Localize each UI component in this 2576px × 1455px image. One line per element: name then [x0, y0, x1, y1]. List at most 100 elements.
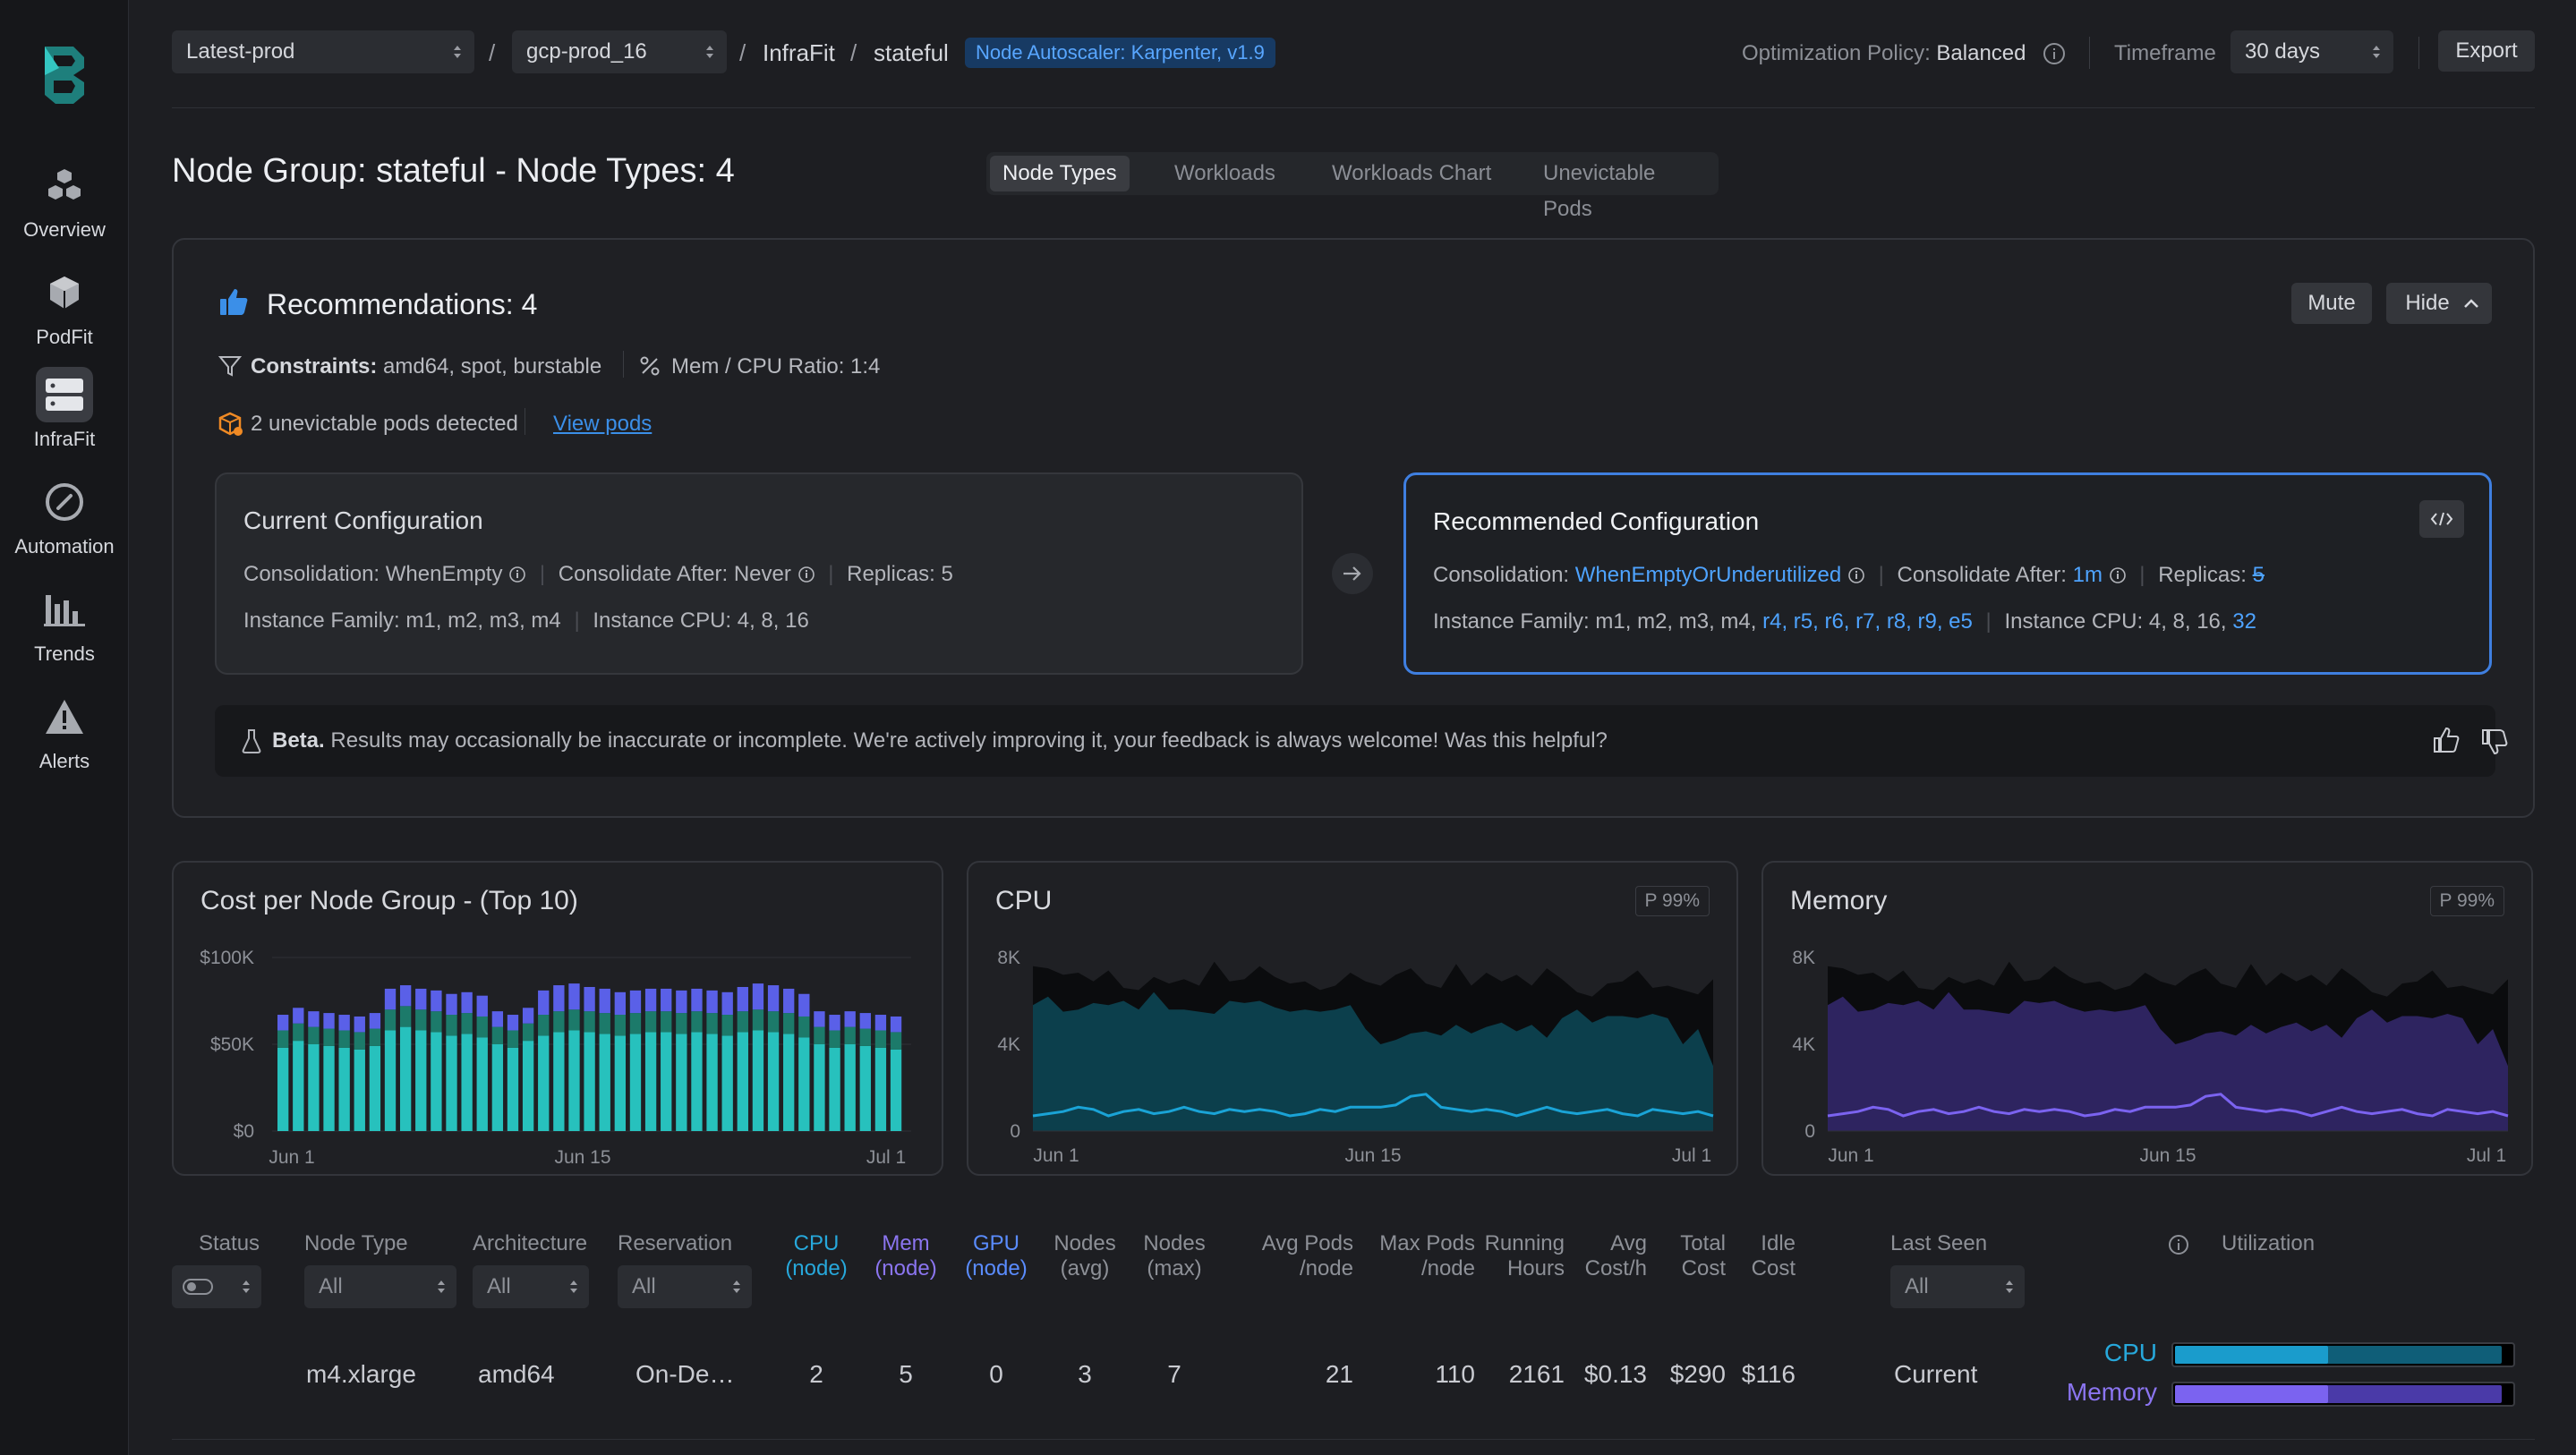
- bar: [399, 1006, 412, 1027]
- col-last-seen[interactable]: Last Seen: [1890, 1231, 1988, 1255]
- bar: [814, 1044, 825, 1131]
- bar: [308, 1044, 320, 1131]
- bar: [507, 1047, 519, 1131]
- col-nodes-max[interactable]: Nodes (max): [1143, 1231, 1206, 1281]
- export-button[interactable]: Export: [2438, 30, 2535, 72]
- col-avg-cost[interactable]: Avg Cost/h: [1584, 1231, 1647, 1281]
- x-tick-label: Jun 1: [269, 1147, 314, 1168]
- bar: [676, 1013, 687, 1034]
- col-total-cost[interactable]: Total Cost: [1680, 1231, 1726, 1281]
- view-tabs: Node Types Workloads Workloads Chart Une…: [986, 152, 1719, 221]
- sidebar-item-podfit[interactable]: PodFit: [0, 265, 129, 363]
- sidebar-item-automation[interactable]: Automation: [0, 474, 129, 573]
- col-cpu-node[interactable]: CPU (node): [785, 1231, 848, 1281]
- bar: [553, 1032, 565, 1131]
- reservation-filter[interactable]: All: [618, 1265, 752, 1308]
- bar: [721, 1015, 733, 1036]
- percentile-badge[interactable]: P 99%: [1634, 886, 1710, 916]
- bar: [644, 988, 657, 1012]
- y-tick-label: $100K: [200, 948, 254, 968]
- y-tick-label: 4K: [997, 1034, 1020, 1055]
- info-icon[interactable]: [798, 566, 815, 583]
- percentile-badge[interactable]: P 99%: [2429, 886, 2504, 916]
- sidebar-item-label: Overview: [23, 218, 106, 241]
- col-gpu-node[interactable]: GPU (node): [965, 1231, 1028, 1281]
- node-type-filter[interactable]: All: [304, 1265, 456, 1308]
- info-icon[interactable]: [2043, 42, 2066, 65]
- memory-utilization-bar: [2171, 1382, 2515, 1407]
- breadcrumb-infrafit[interactable]: InfraFit: [763, 39, 835, 66]
- bar: [491, 1026, 504, 1044]
- flask-icon: [242, 729, 261, 753]
- min-line: [1032, 1093, 1714, 1118]
- bar: [293, 1041, 304, 1131]
- view-pods-link[interactable]: View pods: [553, 412, 653, 436]
- bar: [553, 985, 565, 1012]
- bar: [599, 1013, 610, 1034]
- recommended-consolidation: WhenEmptyOrUnderutilized: [1574, 563, 1842, 587]
- thumbs-down-icon[interactable]: [2479, 727, 2510, 757]
- tab-workloads-chart[interactable]: Workloads Chart: [1332, 161, 1492, 185]
- cluster-select[interactable]: gcp-prod_16: [512, 30, 727, 73]
- sidebar-item-label: InfraFit: [33, 428, 96, 450]
- cell-nodes-max: 7: [1167, 1360, 1181, 1388]
- page-title: Node Group: stateful - Node Types: 4: [172, 152, 735, 190]
- y-tick-label: 0: [1010, 1121, 1020, 1142]
- sidebar-item-overview[interactable]: Overview: [0, 157, 129, 256]
- hide-button[interactable]: Hide: [2386, 283, 2492, 324]
- tab-unevictable-pods[interactable]: Unevictable Pods: [1543, 161, 1656, 221]
- tab-node-types[interactable]: Node Types: [990, 156, 1130, 191]
- sidebar-item-trends[interactable]: Trends: [0, 582, 129, 680]
- last-seen-filter[interactable]: All: [1890, 1265, 2025, 1308]
- env-select[interactable]: Latest-prod: [172, 30, 474, 73]
- avg-area: [1033, 991, 1713, 1131]
- col-max-pods[interactable]: Max Pods/node: [1379, 1231, 1475, 1281]
- col-status[interactable]: Status: [199, 1231, 260, 1255]
- filter-icon: [218, 356, 242, 377]
- beta-message: Results may occasionally be inaccurate o…: [330, 728, 1608, 753]
- tab-workloads[interactable]: Workloads: [1174, 161, 1275, 185]
- bar: [767, 1032, 780, 1131]
- bar: [369, 1045, 381, 1131]
- beta-label: Beta.: [272, 728, 325, 753]
- bar: [354, 1032, 365, 1050]
- bar: [599, 988, 610, 1014]
- col-mem-node[interactable]: Mem (node): [874, 1231, 937, 1281]
- constraints: Constraints: amd64, spot, burstable: [251, 354, 602, 379]
- bar: [829, 1015, 840, 1031]
- bar: [737, 1032, 748, 1131]
- bar: [461, 991, 473, 1014]
- info-icon[interactable]: [2168, 1234, 2189, 1255]
- sidebar-item-infrafit[interactable]: InfraFit: [0, 367, 129, 465]
- col-running-hours[interactable]: Running Hours: [1484, 1231, 1565, 1281]
- gauge-icon: [46, 483, 83, 521]
- autoscaler-badge: Node Autoscaler: Karpenter, v1.9: [965, 38, 1275, 68]
- util-mem-label: Memory: [2066, 1378, 2157, 1406]
- thumbs-up-icon[interactable]: [2431, 725, 2461, 755]
- bar: [706, 1013, 718, 1034]
- mute-button[interactable]: Mute: [2291, 283, 2372, 324]
- col-architecture[interactable]: Architecture: [473, 1231, 588, 1255]
- code-view-button[interactable]: [2419, 500, 2464, 538]
- sidebar-item-alerts[interactable]: Alerts: [0, 689, 129, 787]
- architecture-filter[interactable]: All: [473, 1265, 589, 1308]
- col-nodes-avg[interactable]: Nodes (avg): [1053, 1231, 1116, 1281]
- col-node-type[interactable]: Node Type: [304, 1231, 408, 1255]
- col-reservation[interactable]: Reservation: [618, 1231, 733, 1255]
- chevron-up-icon: [2464, 299, 2478, 308]
- col-idle-cost[interactable]: Idle Cost: [1751, 1231, 1796, 1281]
- bar: [584, 1032, 595, 1131]
- cell-node-type: m4.xlarge: [306, 1360, 416, 1388]
- memory-chart-svg: 8K 4K 0 Jun 1 Jun 15 Jul 1: [1792, 948, 2509, 1166]
- cpu-chart: CPU P 99% 8K 4K 0 Jun 1 Jun 15 Jul 1: [967, 861, 1738, 1176]
- bar: [829, 1047, 840, 1131]
- divider: [172, 107, 2535, 108]
- info-icon[interactable]: [1847, 566, 1865, 584]
- bar: [538, 1035, 550, 1131]
- col-avg-pods[interactable]: Avg Pods/node: [1261, 1231, 1353, 1281]
- info-icon[interactable]: [508, 566, 526, 583]
- recommendations-title: Recommendations: 4: [267, 288, 538, 320]
- timeframe-select[interactable]: 30 days: [2231, 30, 2393, 73]
- info-icon[interactable]: [2109, 566, 2127, 584]
- status-filter[interactable]: [172, 1265, 261, 1308]
